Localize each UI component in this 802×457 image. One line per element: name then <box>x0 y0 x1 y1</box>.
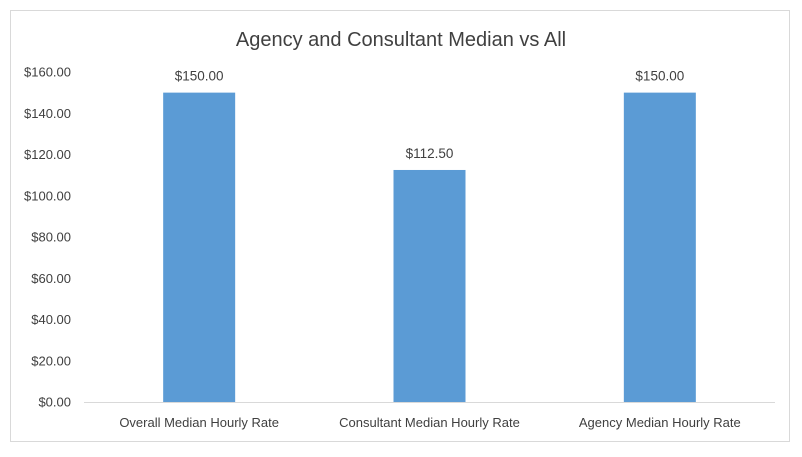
y-tick-label: $0.00 <box>38 395 71 410</box>
bar <box>623 92 696 402</box>
y-tick-label: $100.00 <box>24 188 71 203</box>
y-tick-label: $40.00 <box>31 312 71 327</box>
y-tick-label: $140.00 <box>24 106 71 121</box>
bar <box>393 169 466 402</box>
data-label: $150.00 <box>635 69 684 84</box>
data-labels: $150.00 $112.50 $150.00 <box>175 69 684 161</box>
data-label: $150.00 <box>175 69 224 84</box>
chart-title: Agency and Consultant Median vs All <box>236 29 566 51</box>
bars <box>163 92 696 402</box>
category-labels: Overall Median Hourly Rate Consultant Med… <box>119 415 740 430</box>
data-label: $112.50 <box>406 146 454 161</box>
y-axis-ticks: $0.00 $20.00 $40.00 $60.00 $80.00 $100.00 $120… <box>24 65 71 410</box>
y-tick-label: $20.00 <box>31 353 71 368</box>
y-tick-label: $160.00 <box>24 65 71 80</box>
y-tick-label: $60.00 <box>31 271 71 286</box>
x-category-label: Agency Median Hourly Rate <box>579 415 741 430</box>
y-tick-label: $120.00 <box>24 147 71 162</box>
y-tick-label: $80.00 <box>31 230 71 245</box>
bar <box>163 92 236 402</box>
x-category-label: Consultant Median Hourly Rate <box>339 415 520 430</box>
x-category-label: Overall Median Hourly Rate <box>119 415 279 430</box>
